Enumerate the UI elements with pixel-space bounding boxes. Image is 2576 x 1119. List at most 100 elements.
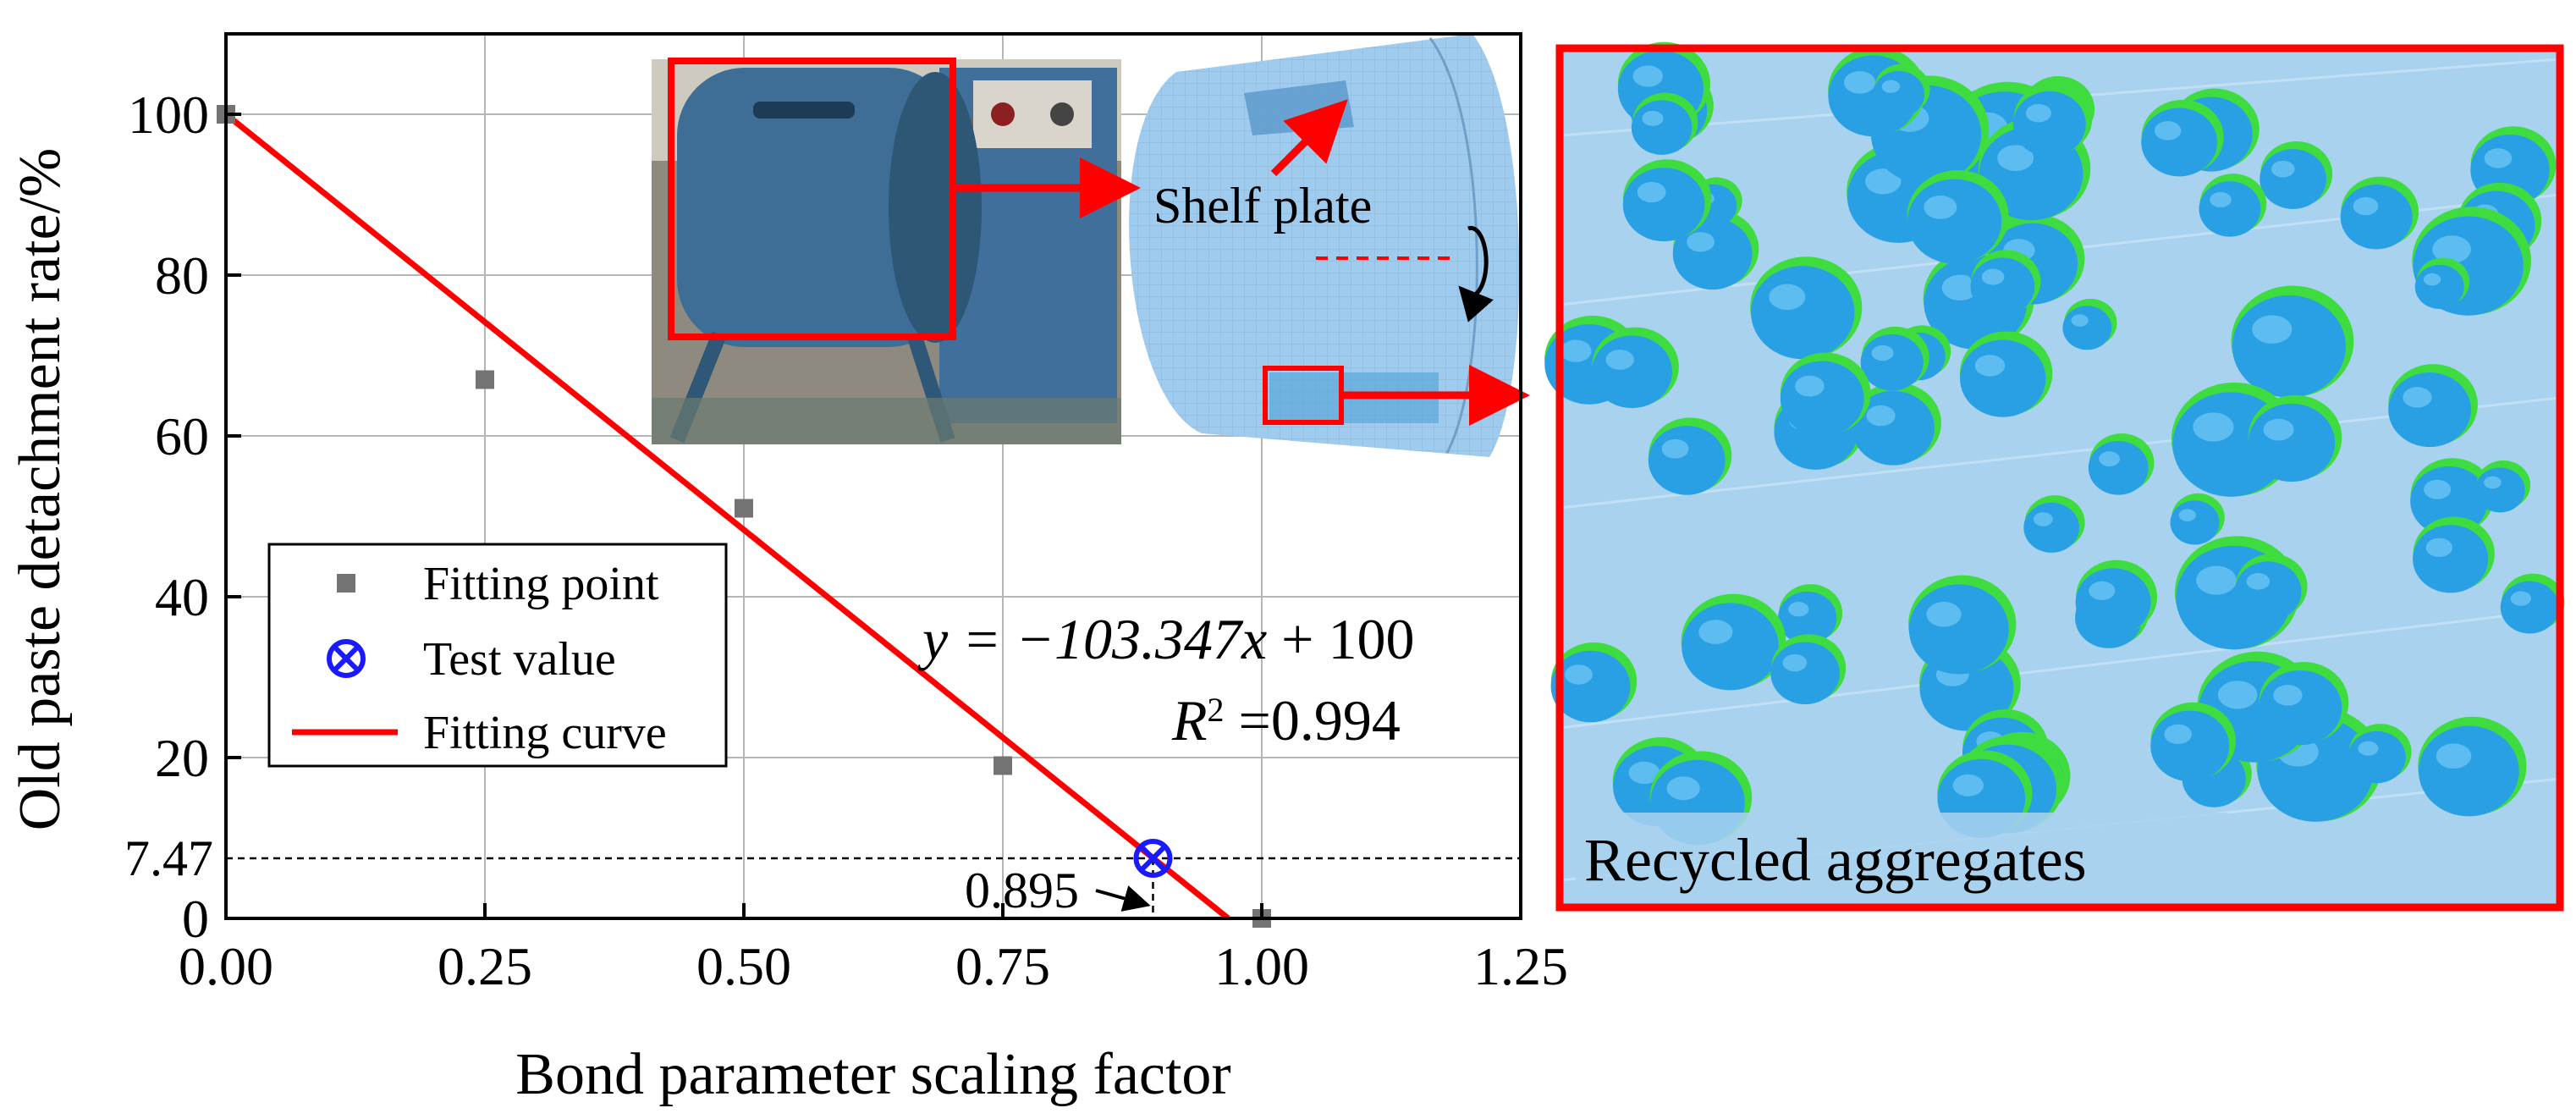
particle-core: [1770, 642, 1840, 705]
particle-core: [1908, 584, 2009, 675]
particle-highlight: [2424, 479, 2452, 499]
particle-highlight: [2353, 196, 2379, 216]
x-axis-title: Bond parameter scaling factor: [515, 1042, 1230, 1107]
legend-marker-test-value: [327, 639, 366, 678]
particle-highlight: [2246, 573, 2271, 590]
particle-highlight: [1941, 274, 1979, 301]
particle-core: [2260, 149, 2326, 209]
aggregate-highlight-box: [1263, 366, 1344, 425]
particle-core: [1631, 100, 1693, 155]
aggregate-particle: [2012, 83, 2093, 157]
particle-core: [2141, 107, 2218, 177]
testing-machine-photo: [652, 58, 1121, 444]
particle-highlight: [2403, 387, 2432, 408]
particle-core: [1860, 333, 1924, 391]
aggregate-particle: [2474, 460, 2531, 513]
particle-core: [1970, 257, 2035, 316]
aggregate-particle: [2388, 364, 2478, 448]
particle-core: [2340, 185, 2413, 250]
aggregate-particle: [2259, 662, 2349, 746]
machine-highlight-box: [668, 58, 956, 340]
y-tick-label: 100: [128, 85, 209, 145]
aggregate-particle: [1591, 327, 1679, 409]
particle-highlight: [2178, 509, 2196, 521]
particle-highlight: [1974, 355, 2006, 377]
aggregate-particle: [1622, 159, 1712, 242]
recycled-aggregates-panel: Recycled aggregates: [1544, 41, 2565, 912]
aggregate-particle: [1648, 417, 1732, 495]
particle-core: [2500, 581, 2559, 634]
x-reference-label: 0.895: [965, 863, 1079, 918]
particle-highlight: [1782, 653, 1808, 672]
aggregate-particle: [2414, 257, 2470, 310]
scatter-plot: Shelf plate 0.00 0.25 0.50 0.75 1.00 1.25 0 20…: [8, 32, 1568, 1107]
aggregate-particle: [1780, 352, 1871, 437]
particle-highlight: [1642, 110, 1664, 126]
particle-core: [2199, 181, 2261, 237]
r-squared: R2 =0.994: [1171, 688, 1401, 752]
particle-highlight: [1666, 776, 1700, 801]
test-value-point: [1133, 839, 1173, 879]
fitting-point: [476, 370, 494, 389]
shelf-plate-arrow: [1270, 99, 1348, 177]
particle-highlight: [2099, 451, 2121, 466]
particle-core: [2259, 670, 2342, 746]
shelf-plate-label: Shelf plate: [1153, 178, 1372, 234]
aggregate-particle: [2410, 458, 2495, 537]
x-tick-label: 0.75: [955, 936, 1050, 996]
x-tick-label: 0.00: [179, 936, 273, 996]
y-reference-label: 7.47: [124, 830, 213, 886]
particle-highlight: [2217, 681, 2258, 709]
axes: [224, 32, 1522, 920]
aggregate-particle: [2348, 724, 2412, 784]
aggregate-particle: [2500, 573, 2565, 634]
aggregate-particle: [2234, 554, 2308, 621]
legend-label-test-value: Test value: [423, 633, 616, 686]
y-tick-label: 40: [155, 567, 209, 627]
particle-highlight: [1605, 350, 1634, 370]
particle-core: [1591, 335, 1673, 409]
aggregate-particle: [2023, 495, 2085, 553]
particle-core: [2232, 295, 2346, 398]
y-tick-label: 80: [155, 245, 209, 306]
particle-core: [2075, 568, 2151, 637]
particle-core: [2474, 467, 2525, 513]
particle-highlight: [2196, 565, 2237, 595]
y-tick-label: 0: [182, 889, 209, 949]
particle-core: [2348, 730, 2406, 784]
x-tick-label: 1.25: [1473, 936, 1568, 996]
aggregate-particles: [1544, 41, 2565, 846]
aggregate-particle: [2170, 493, 2225, 545]
particle-highlight: [2252, 315, 2293, 344]
aggregate-particle: [2418, 716, 2527, 817]
particle-highlight: [1788, 602, 1809, 617]
particle-core: [2023, 502, 2080, 553]
aggregate-particle: [2075, 560, 2158, 637]
particle-core: [2088, 440, 2149, 495]
particle-highlight: [1632, 65, 1663, 87]
particle-core: [2234, 561, 2302, 621]
particle-highlight: [2071, 314, 2089, 327]
particle-core: [1682, 603, 1779, 691]
particle-core: [2414, 264, 2464, 310]
particle-highlight: [2358, 741, 2379, 756]
particle-highlight: [1687, 232, 1715, 252]
particle-highlight: [2263, 418, 2294, 441]
particle-highlight: [1661, 438, 1689, 459]
particle-core: [2413, 525, 2489, 593]
particle-highlight: [2510, 591, 2531, 606]
aggregate-particle: [2340, 176, 2419, 250]
aggregate-particle: [2088, 433, 2155, 495]
aggregate-particle: [2413, 516, 2495, 593]
aggregate-particle: [1908, 575, 2017, 675]
x-tick-label: 1.00: [1214, 936, 1309, 996]
drum-simulation-inset: Shelf plate: [956, 34, 1530, 457]
fit-equation: y = −103.347x + 100: [917, 607, 1415, 671]
aggregate-particle: [2199, 174, 2267, 237]
aggregate-particle: [1852, 382, 1941, 466]
legend-label-fitting-curve: Fitting curve: [423, 707, 667, 759]
particle-highlight: [2484, 476, 2502, 489]
x-tick-labels: 0.00 0.25 0.50 0.75 1.00 1.25: [179, 936, 1568, 996]
particle-highlight: [1560, 339, 1592, 362]
aggregate-particle: [1750, 256, 1863, 360]
